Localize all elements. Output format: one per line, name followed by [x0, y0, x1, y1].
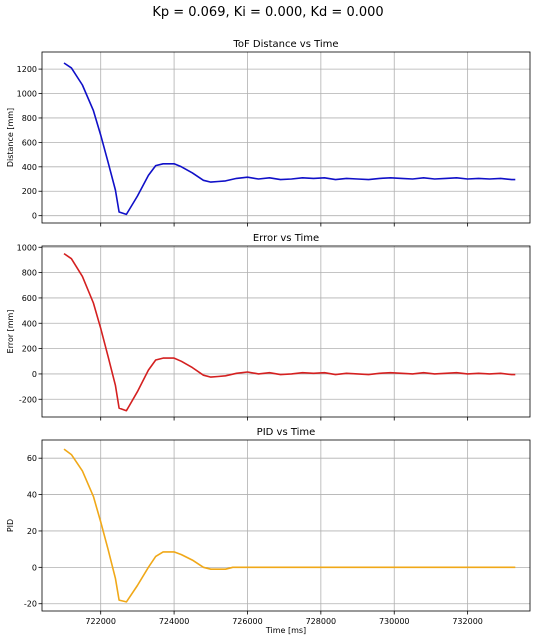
y-axis-label: Error [mm]: [6, 310, 15, 354]
y-tick-label: 200: [22, 345, 37, 354]
subplot-3: -20 0 20 40 60 722000 724000 726000 728000 730000…: [6, 427, 531, 635]
x-tick-label: 724000: [159, 617, 190, 626]
y-tick-label: 40: [27, 491, 37, 500]
y-tick-label: 800: [22, 269, 37, 278]
y-axis-label: PID: [6, 519, 15, 532]
subplot-title: ToF Distance vs Time: [232, 39, 338, 50]
x-tick-label: 726000: [232, 617, 263, 626]
y-tick-label: -20: [24, 600, 37, 609]
series-line: [63, 62, 516, 216]
x-tick-label: 730000: [379, 617, 410, 626]
y-tick-label: 600: [22, 294, 37, 303]
y-tick-label: 60: [27, 454, 37, 463]
y-tick-label: 800: [22, 114, 37, 123]
y-tick-label: 600: [22, 138, 37, 147]
y-axis-label: Distance [mm]: [6, 108, 15, 167]
y-tick-label: -200: [19, 395, 37, 404]
y-tick-label: 400: [22, 319, 37, 328]
x-tick-label: 732000: [452, 617, 483, 626]
subplot-1: 0 200 400 600 800 1000 1200 ToF Distance vs Tim…: [6, 39, 531, 227]
plot-frame: [41, 439, 531, 612]
subplot-2: -200 0 200 400 600 800 1000 Error vs Time Error …: [6, 233, 531, 421]
x-axis-label: Time [ms]: [265, 626, 306, 635]
y-tick-label: 1000: [17, 90, 37, 99]
subplot-title: PID vs Time: [257, 427, 316, 438]
figure-title: Kp = 0.069, Ki = 0.000, Kd = 0.000: [152, 5, 383, 20]
y-tick-label: 20: [27, 527, 37, 536]
series-line: [63, 448, 516, 603]
y-tick-label: 0: [32, 212, 37, 221]
y-tick-label: 0: [32, 563, 37, 572]
subplot-title: Error vs Time: [253, 233, 319, 244]
series-line: [63, 252, 516, 412]
y-tick-label: 1200: [17, 65, 37, 74]
x-tick-label: 728000: [306, 617, 337, 626]
y-tick-label: 400: [22, 163, 37, 172]
y-tick-label: 1000: [17, 243, 37, 252]
y-tick-label: 0: [32, 370, 37, 379]
x-tick-label: 722000: [85, 617, 116, 626]
plot-frame: [41, 245, 531, 418]
plot-frame: [41, 51, 531, 224]
y-tick-label: 200: [22, 187, 37, 196]
